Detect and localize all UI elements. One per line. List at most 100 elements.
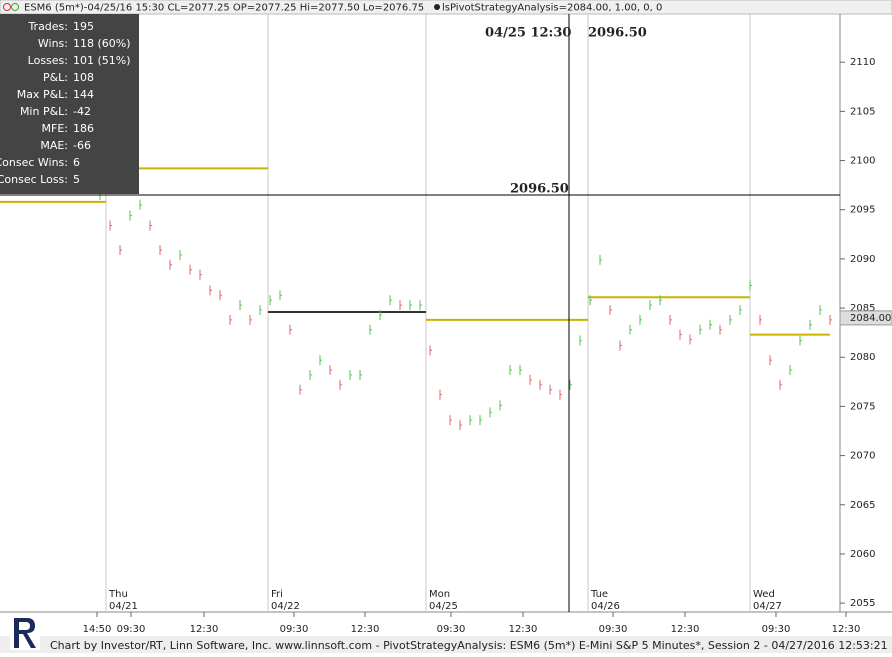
stat-value: -42 <box>73 105 91 118</box>
stat-label: P&L: <box>43 71 68 84</box>
x-tick-label: 09:30 <box>762 624 791 635</box>
day-date: 04/25 <box>429 601 458 612</box>
day-name: Wed <box>753 589 775 600</box>
price-bar <box>579 335 582 346</box>
price-bar <box>599 254 602 265</box>
x-tick-label: 09:30 <box>280 624 309 635</box>
price-bar <box>269 295 272 306</box>
price-bar <box>679 329 682 340</box>
price-bar <box>739 305 742 316</box>
y-tick-label: 2110 <box>850 57 875 68</box>
x-tick-label: 14:50 <box>83 624 112 635</box>
crosshair-price-label: 2096.50 <box>510 181 569 196</box>
stat-value: -66 <box>73 139 91 152</box>
price-bar <box>759 314 762 325</box>
price-bar <box>119 245 122 256</box>
price-bar <box>109 220 112 231</box>
y-tick-label: 2100 <box>850 156 875 167</box>
stat-label: MAE: <box>40 139 68 152</box>
header-title: ESM6 (5m*)-04/25/16 15:30 CL=2077.25 OP=… <box>24 3 424 14</box>
day-date: 04/22 <box>271 601 300 612</box>
logo <box>10 614 40 650</box>
day-name: Tue <box>590 589 608 600</box>
price-bar <box>189 264 192 275</box>
price-bar <box>319 355 322 366</box>
price-bar <box>249 314 252 325</box>
price-bar <box>809 319 812 330</box>
price-bar <box>139 199 142 210</box>
crosshair-price: 2096.50 <box>588 26 647 41</box>
footer: Chart by Investor/RT, Linn Software, Inc… <box>50 639 888 652</box>
price-bar <box>449 415 452 426</box>
price-bar <box>749 280 752 291</box>
stat-label: Consec Loss: <box>0 173 68 186</box>
price-bar <box>169 259 172 270</box>
y-tick-label: 2090 <box>850 254 875 265</box>
price-bar <box>669 314 672 325</box>
price-bar <box>509 365 512 376</box>
price-bar <box>559 389 562 400</box>
x-tick-label: 12:30 <box>190 624 219 635</box>
price-bar <box>179 249 182 260</box>
price-bar <box>209 285 212 296</box>
price-bar <box>769 355 772 366</box>
x-tick-label: 09:30 <box>599 624 628 635</box>
price-bar <box>229 314 232 325</box>
price-bar <box>259 305 262 316</box>
stat-label: MFE: <box>42 122 68 135</box>
price-bar <box>519 365 522 376</box>
price-bar <box>239 300 242 311</box>
x-tick-label: 12:30 <box>832 624 861 635</box>
footer-bar <box>0 636 892 653</box>
stats-panel <box>0 14 139 194</box>
price-bar <box>379 309 382 320</box>
stat-value: 195 <box>73 20 94 33</box>
price-bar <box>349 369 352 380</box>
stat-label: Losses: <box>28 54 68 67</box>
day-name: Thu <box>108 589 128 600</box>
price-bar <box>539 379 542 390</box>
price-bar <box>369 324 372 335</box>
study-icon[interactable] <box>434 4 440 10</box>
price-bar <box>429 345 432 356</box>
day-date: 04/26 <box>591 601 620 612</box>
price-bar <box>199 269 202 280</box>
stat-label: Wins: <box>38 37 68 50</box>
price-bar <box>329 365 332 376</box>
price-bar <box>219 290 222 301</box>
price-bar <box>779 379 782 390</box>
x-tick-label: 12:30 <box>509 624 538 635</box>
price-bar <box>719 324 722 335</box>
y-tick-label: 2080 <box>850 352 875 363</box>
stat-value: 118 (60%) <box>73 37 131 50</box>
price-bar <box>309 369 312 380</box>
last-price-box <box>839 310 892 326</box>
price-bar <box>419 300 422 311</box>
y-tick-label: 2070 <box>850 451 875 462</box>
price-bar <box>409 300 412 311</box>
y-tick-label: 2105 <box>850 106 875 117</box>
x-tick-label: 12:30 <box>351 624 380 635</box>
price-bar <box>389 295 392 306</box>
price-bar <box>729 314 732 325</box>
header-bar <box>0 0 892 15</box>
stat-value: 101 (51%) <box>73 54 131 67</box>
price-bar <box>699 324 702 335</box>
crosshair-time: 04/25 12:30 <box>485 26 571 41</box>
price-bar <box>359 369 362 380</box>
status-icon[interactable] <box>3 3 11 11</box>
x-tick-label: 09:30 <box>437 624 466 635</box>
day-date: 04/21 <box>109 601 138 612</box>
price-bar <box>689 334 692 345</box>
day-name: Fri <box>271 589 283 600</box>
price-bar <box>659 295 662 306</box>
price-bar <box>459 420 462 431</box>
price-bar <box>129 210 132 221</box>
price-bar <box>619 340 622 351</box>
stat-label: Max P&L: <box>17 88 68 101</box>
y-tick-label: 2065 <box>850 500 875 511</box>
status-icon[interactable] <box>11 3 19 11</box>
day-name: Mon <box>429 589 450 600</box>
last-price-label: 2084.00 <box>850 313 891 324</box>
